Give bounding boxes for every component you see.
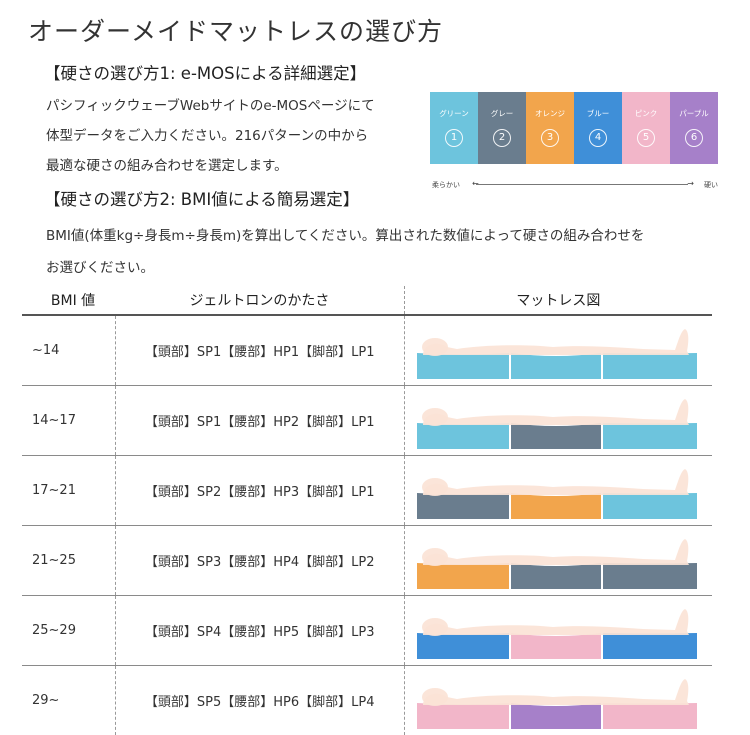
table-row: 17~21 【頭部】SP2【腰部】HP3【脚部】LP1 [22, 456, 712, 526]
swatch-name: グリーン [439, 108, 469, 119]
swatch-purple: パープル 6 [670, 92, 718, 164]
head-shape [422, 338, 448, 356]
swatch-green: グリーン 1 [430, 92, 478, 164]
table-row: 21~25 【頭部】SP3【腰部】HP4【脚部】LP2 [22, 526, 712, 596]
hip-section [511, 563, 601, 589]
swatch-number: 5 [637, 129, 655, 147]
leg-section [603, 423, 697, 449]
bmi-value: 14~17 [22, 386, 115, 456]
swatch-number: 6 [685, 129, 703, 147]
table-header-row: BMI 値 ジェルトロンのかたさ マットレス図 [22, 286, 712, 315]
hardness-scale: 柔らかい ← → 硬い [432, 180, 718, 194]
body-silhouette [423, 469, 689, 495]
mattress-diagram [404, 315, 712, 386]
swatch-name: ピンク [635, 108, 658, 119]
hip-section [511, 353, 601, 379]
table-row: 25~29 【頭部】SP4【腰部】HP5【脚部】LP3 [22, 596, 712, 666]
swatch-number: 2 [493, 129, 511, 147]
swatch-name: ブルー [587, 108, 610, 119]
swatch-name: オレンジ [535, 108, 565, 119]
header-gel: ジェルトロンのかたさ [115, 286, 404, 315]
method2-heading: 【硬さの選び方2: BMI値による簡易選定】 [44, 186, 359, 210]
leg-section [603, 633, 697, 659]
hip-section [511, 633, 601, 659]
mattress-figure [413, 529, 703, 593]
gel-hardness: 【頭部】SP2【腰部】HP3【脚部】LP1 [115, 456, 404, 526]
swatch-number: 3 [541, 129, 559, 147]
gel-hardness: 【頭部】SP1【腰部】HP2【脚部】LP1 [115, 386, 404, 456]
bmi-value: ~14 [22, 315, 115, 386]
head-shape [422, 688, 448, 706]
head-shape [422, 408, 448, 426]
method1-line-2: 体型データをご入力ください。216パターンの中から [46, 124, 368, 144]
mattress-diagram [404, 456, 712, 526]
mattress-diagram [404, 596, 712, 666]
swatch-name: パープル [679, 108, 709, 119]
leg-section [603, 493, 697, 519]
method2-line-1: BMI値(体重kg÷身長m÷身長m)を算出してください。算出された数値によって硬… [46, 224, 644, 244]
swatch-number: 4 [589, 129, 607, 147]
gel-hardness: 【頭部】SP5【腰部】HP6【脚部】LP4 [115, 666, 404, 735]
bmi-value: 17~21 [22, 456, 115, 526]
head-section [417, 633, 509, 659]
mattress-diagram [404, 386, 712, 456]
table-row: 29~ 【頭部】SP5【腰部】HP6【脚部】LP4 [22, 666, 712, 735]
method1-heading: 【硬さの選び方1: e-MOSによる詳細選定】 [44, 60, 366, 84]
bmi-value: 21~25 [22, 526, 115, 596]
head-section [417, 493, 509, 519]
head-section [417, 563, 509, 589]
mattress-figure [413, 459, 703, 523]
hip-section [511, 423, 601, 449]
page-title: オーダーメイドマットレスの選び方 [28, 12, 443, 48]
mattress-figure [413, 319, 703, 383]
body-silhouette [423, 399, 689, 425]
bmi-value: 29~ [22, 666, 115, 735]
gel-hardness: 【頭部】SP3【腰部】HP4【脚部】LP2 [115, 526, 404, 596]
leg-section [603, 563, 697, 589]
leg-section [603, 353, 697, 379]
mattress-figure [413, 599, 703, 663]
hard-label: 硬い [704, 180, 718, 190]
mattress-figure [413, 389, 703, 453]
swatch-name: グレー [491, 108, 514, 119]
head-section [417, 703, 509, 729]
swatch-blue: ブルー 4 [574, 92, 622, 164]
bmi-table: BMI 値 ジェルトロンのかたさ マットレス図 ~14 【頭部】SP1【腰部】H… [22, 286, 712, 735]
hip-section [511, 703, 601, 729]
body-silhouette [423, 679, 689, 705]
gel-hardness: 【頭部】SP4【腰部】HP5【脚部】LP3 [115, 596, 404, 666]
mattress-diagram [404, 526, 712, 596]
mattress-diagram [404, 666, 712, 735]
mattress-figure [413, 669, 703, 733]
head-shape [422, 478, 448, 496]
body-silhouette [423, 329, 689, 355]
scale-line [476, 184, 688, 185]
header-image: マットレス図 [404, 286, 712, 315]
method1-line-3: 最適な硬さの組み合わせを選定します。 [46, 154, 288, 174]
gel-hardness: 【頭部】SP1【腰部】HP1【脚部】LP1 [115, 315, 404, 386]
hip-section [511, 493, 601, 519]
head-section [417, 423, 509, 449]
arrow-right-icon: → [687, 179, 694, 188]
head-shape [422, 618, 448, 636]
hardness-color-swatches: グリーン 1 グレー 2 オレンジ 3 ブルー 4 ピンク 5 パープル 6 [430, 92, 718, 164]
swatch-number: 1 [445, 129, 463, 147]
table-row: ~14 【頭部】SP1【腰部】HP1【脚部】LP1 [22, 315, 712, 386]
body-silhouette [423, 539, 689, 565]
swatch-orange: オレンジ 3 [526, 92, 574, 164]
soft-label: 柔らかい [432, 180, 460, 190]
swatch-gray: グレー 2 [478, 92, 526, 164]
leg-section [603, 703, 697, 729]
swatch-pink: ピンク 5 [622, 92, 670, 164]
body-silhouette [423, 609, 689, 635]
method2-line-2: お選びください。 [46, 256, 154, 276]
method1-line-1: パシフィックウェーブWebサイトのe-MOSページにて [46, 94, 375, 114]
head-shape [422, 548, 448, 566]
table-row: 14~17 【頭部】SP1【腰部】HP2【脚部】LP1 [22, 386, 712, 456]
header-bmi: BMI 値 [22, 286, 115, 315]
head-section [417, 353, 509, 379]
bmi-value: 25~29 [22, 596, 115, 666]
